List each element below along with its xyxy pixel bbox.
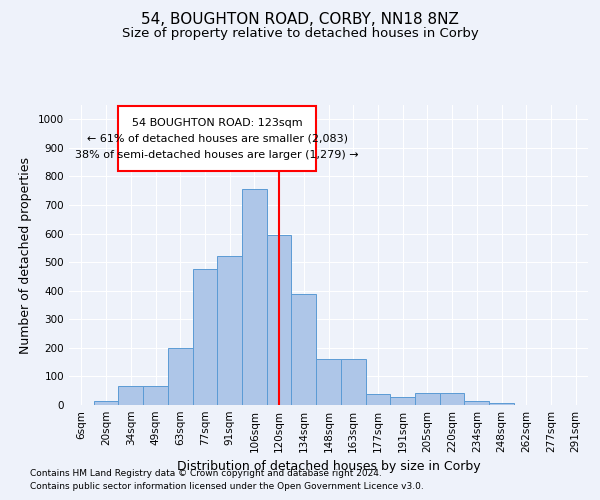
Text: 54 BOUGHTON ROAD: 123sqm: 54 BOUGHTON ROAD: 123sqm: [132, 118, 302, 128]
Bar: [292, 294, 316, 405]
Bar: [193, 270, 217, 405]
Bar: [440, 392, 464, 405]
Bar: [341, 360, 365, 405]
Bar: [316, 360, 341, 405]
Text: Contains public sector information licensed under the Open Government Licence v3: Contains public sector information licen…: [30, 482, 424, 491]
Bar: [489, 402, 514, 405]
Bar: [118, 386, 143, 405]
Text: ← 61% of detached houses are smaller (2,083): ← 61% of detached houses are smaller (2,…: [87, 134, 348, 143]
Bar: [267, 235, 292, 405]
Bar: [390, 398, 415, 405]
Text: Size of property relative to detached houses in Corby: Size of property relative to detached ho…: [122, 28, 478, 40]
X-axis label: Distribution of detached houses by size in Corby: Distribution of detached houses by size …: [176, 460, 481, 473]
Bar: [94, 402, 118, 405]
FancyBboxPatch shape: [118, 106, 316, 170]
Y-axis label: Number of detached properties: Number of detached properties: [19, 156, 32, 354]
Text: 38% of semi-detached houses are larger (1,279) →: 38% of semi-detached houses are larger (…: [76, 150, 359, 160]
Bar: [242, 190, 267, 405]
Bar: [168, 348, 193, 405]
Bar: [415, 392, 440, 405]
Bar: [217, 256, 242, 405]
Bar: [143, 386, 168, 405]
Text: 54, BOUGHTON ROAD, CORBY, NN18 8NZ: 54, BOUGHTON ROAD, CORBY, NN18 8NZ: [141, 12, 459, 28]
Text: Contains HM Land Registry data © Crown copyright and database right 2024.: Contains HM Land Registry data © Crown c…: [30, 468, 382, 477]
Bar: [464, 402, 489, 405]
Bar: [365, 394, 390, 405]
